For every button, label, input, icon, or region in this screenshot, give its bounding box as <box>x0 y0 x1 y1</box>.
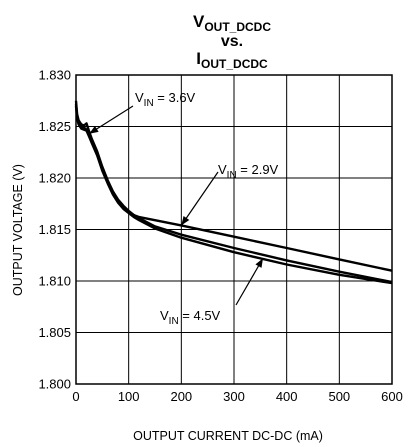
y-tick-label: 1.800 <box>38 377 71 392</box>
annotation-arrowhead-2-9v <box>181 215 190 226</box>
x-tick-label: 100 <box>118 389 140 404</box>
y-tick-label: 1.805 <box>38 325 71 340</box>
y-tick-label: 1.815 <box>38 222 71 237</box>
y-tick-label: 1.810 <box>38 274 71 289</box>
plot-frame <box>75 74 393 385</box>
annotation-vin-2-9v: VIN = 2.9V <box>180 162 279 226</box>
chart-title: VOUT_DCDC vs. IOUT_DCDC <box>193 12 271 71</box>
annotation-arrowhead-3-6v <box>89 125 99 134</box>
grid <box>76 75 392 384</box>
tick-labels: 0 100 200 300 400 500 600 1.800 1.805 1.810 1.815 1… <box>38 68 402 405</box>
y-tick-label: 1.820 <box>38 171 71 186</box>
annotations: VIN = 3.6V VIN = 2.9V VIN = 4.5V <box>88 90 279 327</box>
annotation-label-4-5v: VIN = 4.5V <box>160 308 221 327</box>
annotation-arrow-2-9v <box>180 171 219 226</box>
title-line-1: VOUT_DCDC <box>193 12 271 34</box>
x-tick-label: 200 <box>170 389 192 404</box>
y-axis-label: OUTPUT VOLTAGE (V) <box>11 164 25 296</box>
x-tick-label: 600 <box>381 389 403 404</box>
series-line-3 <box>74 105 393 285</box>
series-lines <box>74 100 393 285</box>
annotation-label-2-9v: VIN = 2.9V <box>218 162 279 181</box>
annotation-vin-3-6v: VIN = 3.6V <box>88 90 196 135</box>
title-line-2: vs. <box>221 33 243 50</box>
title-line-3: IOUT_DCDC <box>196 49 268 71</box>
annotation-vin-4-5v: VIN = 4.5V <box>160 258 264 327</box>
y-tick-label: 1.825 <box>38 119 71 134</box>
x-axis-label: OUTPUT CURRENT DC-DC (mA) <box>133 429 323 443</box>
annotation-label-3-6v: VIN = 3.6V <box>135 90 196 109</box>
y-tick-label: 1.830 <box>38 68 71 83</box>
x-tick-label: 0 <box>72 389 79 404</box>
annotation-arrowhead-4-5v <box>255 258 263 268</box>
x-tick-label: 500 <box>328 389 350 404</box>
x-tick-label: 300 <box>223 389 245 404</box>
x-tick-label: 400 <box>276 389 298 404</box>
